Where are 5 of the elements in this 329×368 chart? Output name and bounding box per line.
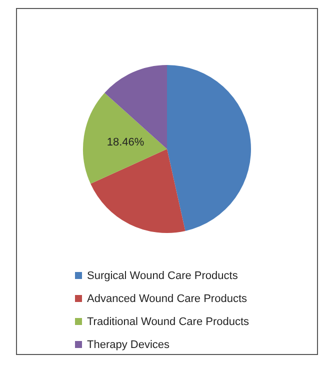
legend-label: Therapy Devices (87, 338, 170, 350)
legend-label: Surgical Wound Care Products (87, 270, 238, 282)
legend-label: Traditional Wound Care Products (87, 316, 250, 328)
data-label: 18.46% (106, 136, 144, 149)
legend-label: Advanced Wound Care Products (87, 292, 247, 304)
